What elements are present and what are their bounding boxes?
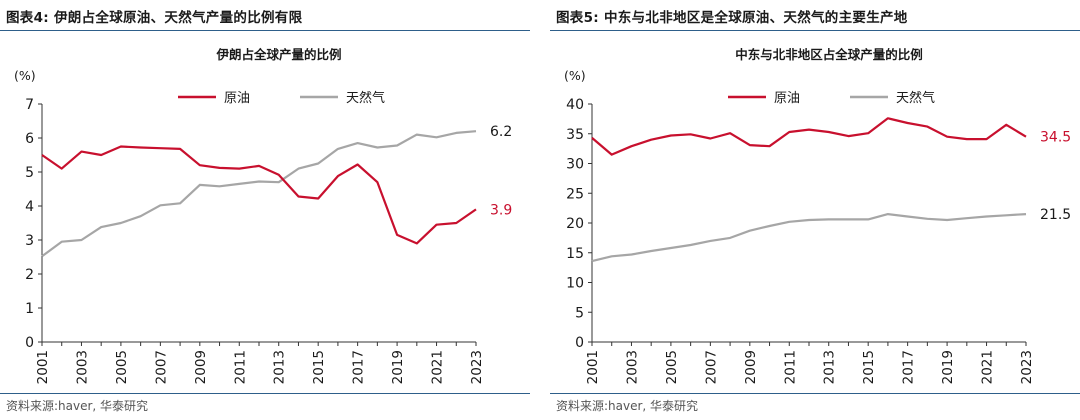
x-tick-label: 2013 [272, 350, 288, 384]
x-tick-label: 2015 [311, 350, 327, 384]
y-tick-label: 7 [25, 97, 34, 113]
x-tick-label: 2019 [390, 350, 406, 384]
source-rule [0, 393, 530, 394]
x-tick-label: 2011 [232, 350, 248, 384]
y-tick-label: 3 [25, 233, 34, 249]
x-tick-label: 2005 [114, 350, 130, 384]
x-tick-label: 2021 [980, 350, 996, 384]
figure-title: 图表5: 中东与北非地区是全球原油、天然气的主要生产地 [556, 10, 908, 26]
end-value-label: 34.5 [1040, 130, 1071, 146]
end-value-label: 3.9 [490, 202, 512, 218]
x-tick-label: 2021 [430, 350, 446, 384]
series-line-gas [41, 130, 477, 258]
y-tick-label: 10 [566, 276, 584, 292]
legend-label: 天然气 [346, 90, 385, 106]
y-tick-label: 25 [566, 186, 584, 202]
x-tick-label: 2009 [193, 350, 209, 384]
figure-panel-mena: 图表5: 中东与北非地区是全球原油、天然气的主要生产地 中东与北非地区占全球产量… [550, 0, 1080, 420]
source-rule [550, 393, 1080, 394]
y-tick-label: 20 [566, 216, 584, 232]
y-tick-label: 6 [25, 131, 34, 147]
y-tick-label: 4 [25, 199, 34, 215]
legend-label: 天然气 [896, 90, 935, 106]
x-tick-label: 2015 [861, 350, 877, 384]
series-line-oil [41, 145, 477, 245]
x-tick-label: 2003 [74, 350, 90, 384]
legend-label: 原油 [774, 91, 800, 106]
source-note: 资料来源:haver, 华泰研究 [6, 399, 149, 413]
x-tick-label: 2005 [664, 350, 680, 384]
x-tick-label: 2001 [585, 350, 601, 384]
end-value-label: 21.5 [1040, 207, 1071, 223]
x-tick-label: 2023 [1019, 350, 1035, 384]
series-line-gas [591, 213, 1027, 263]
chart-title: 中东与北非地区占全球产量的比例 [735, 47, 923, 62]
y-tick-label: 5 [575, 305, 584, 321]
y-tick-label: 40 [566, 97, 584, 113]
y-axis-unit-label: (%) [14, 68, 36, 83]
x-tick-label: 2023 [469, 350, 485, 384]
x-tick-label: 2011 [782, 350, 798, 384]
figure-title: 图表4: 伊朗占全球原油、天然气产量的比例有限 [6, 10, 303, 26]
figure-panel-iran: 图表4: 伊朗占全球原油、天然气产量的比例有限 伊朗占全球产量的比例 (%) 0 1 2… [0, 0, 530, 420]
x-tick-label: 2007 [703, 350, 719, 384]
chart-title: 伊朗占全球产量的比例 [215, 47, 341, 62]
y-tick-label: 30 [566, 157, 584, 173]
line-chart-iran: 伊朗占全球产量的比例 (%) 0 1 2 3 4 5 6 7 2001 2003 2005 2007 200… [14, 47, 512, 384]
x-tick-label: 2003 [624, 350, 640, 384]
title-rule [0, 30, 530, 31]
x-tick-label: 2007 [153, 350, 169, 384]
x-tick-label: 2013 [822, 350, 838, 384]
line-chart-mena: 中东与北非地区占全球产量的比例 (%) 0 5 10 15 20 25 30 35 40 2001 20… [564, 47, 1071, 384]
y-axis-unit-label: (%) [564, 68, 586, 83]
y-tick-label: 0 [25, 335, 34, 351]
source-note: 资料来源:haver, 华泰研究 [556, 399, 699, 413]
series-line-oil [591, 117, 1027, 156]
title-rule [550, 30, 1080, 31]
end-value-label: 6.2 [490, 124, 512, 140]
x-tick-label: 2001 [35, 350, 51, 384]
x-tick-label: 2009 [743, 350, 759, 384]
x-tick-label: 2017 [351, 350, 367, 384]
y-tick-label: 5 [25, 165, 34, 181]
y-tick-label: 35 [566, 127, 584, 143]
legend-label: 原油 [224, 91, 250, 106]
y-tick-label: 2 [25, 267, 34, 283]
y-tick-label: 15 [566, 246, 584, 262]
y-tick-label: 1 [25, 301, 34, 317]
y-tick-label: 0 [575, 335, 584, 351]
x-tick-label: 2017 [901, 350, 917, 384]
x-tick-label: 2019 [940, 350, 956, 384]
